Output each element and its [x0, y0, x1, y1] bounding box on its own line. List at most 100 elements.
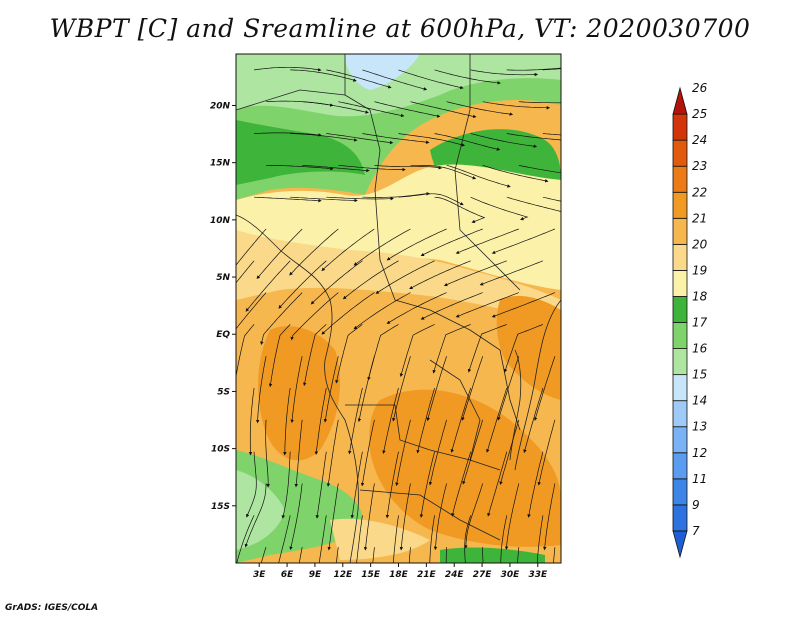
streamline — [451, 451, 472, 517]
colorbar-swatch — [672, 322, 688, 349]
grads-credit: GrADS: IGES/COLA — [5, 603, 99, 613]
streamline — [283, 387, 291, 456]
lat-tick-label: 15N — [210, 159, 231, 169]
streamline — [409, 260, 471, 290]
colorbar-label: 26 — [692, 81, 708, 95]
streamline — [455, 292, 519, 318]
streamline — [497, 356, 520, 421]
streamline — [487, 451, 508, 517]
streamline — [350, 451, 363, 519]
colorbar-label: 25 — [692, 107, 707, 121]
border-6 — [236, 89, 346, 111]
streamline — [246, 451, 257, 518]
colorbar-swatch — [672, 426, 688, 454]
colorbar-label: 22 — [692, 185, 707, 199]
streamline — [426, 356, 447, 422]
colorbar-swatch — [672, 191, 688, 219]
streamline — [420, 228, 483, 257]
lat-tick-label: 5N — [216, 273, 230, 283]
streamline — [517, 547, 520, 563]
lat-tick-label: 5S — [217, 387, 230, 397]
colorbar-label: 23 — [692, 159, 707, 173]
colorbar-max-triangle — [672, 86, 688, 115]
streamline — [374, 164, 443, 170]
lat-tick-label: EQ — [216, 330, 230, 340]
lat-tick-label: 10N — [210, 216, 231, 226]
lon-tick-label: 18E — [389, 570, 409, 580]
streamline — [290, 292, 339, 341]
streamline — [416, 387, 435, 454]
wbpt-shading — [236, 54, 561, 563]
streamline — [310, 260, 363, 305]
streamline — [392, 356, 411, 422]
streamline — [327, 483, 339, 551]
streamline — [281, 451, 291, 519]
streamline — [290, 133, 358, 142]
streamline — [260, 546, 267, 563]
streamline — [323, 356, 339, 423]
streamline — [255, 356, 267, 424]
streamline — [486, 387, 508, 453]
streamline — [290, 69, 357, 82]
lon-tick-label: 3E — [253, 570, 266, 580]
border-3 — [394, 299, 521, 431]
colorbar-swatch — [672, 348, 688, 376]
colorbar-swatch — [672, 504, 688, 532]
streamline — [338, 164, 406, 172]
colorbar-swatch — [672, 270, 688, 297]
streamline — [362, 192, 430, 198]
streamline — [385, 451, 399, 519]
streamline — [410, 164, 477, 180]
streamline — [326, 419, 339, 487]
streamline — [470, 133, 538, 148]
streamline — [338, 101, 405, 118]
colorbar-swatch — [672, 165, 688, 193]
streamline — [482, 101, 551, 110]
colorbar-label: 24 — [692, 133, 707, 147]
streamline — [278, 515, 291, 563]
lon-tick-label: 30E — [501, 570, 521, 580]
colorbar-label: 14 — [692, 394, 707, 408]
streamline — [399, 324, 435, 377]
streamline — [443, 260, 507, 287]
streamline — [420, 292, 483, 320]
streamline — [482, 547, 484, 563]
streamline — [410, 101, 477, 119]
streamline — [527, 451, 544, 518]
lon-tick-label: 33E — [528, 570, 548, 580]
colorbar-swatch — [672, 113, 688, 141]
border-5 — [359, 489, 501, 541]
streamline — [360, 419, 375, 487]
streamline — [335, 324, 363, 384]
colorbar-label: 15 — [692, 368, 707, 382]
lat-tick-label: 10S — [211, 445, 230, 455]
streamline — [506, 67, 561, 71]
streamline — [265, 419, 270, 488]
streamline — [467, 324, 507, 373]
lon-tick-label: 27E — [473, 570, 493, 580]
streamline — [386, 228, 447, 261]
streamline — [500, 515, 508, 563]
streamline — [518, 101, 561, 104]
streamline — [244, 483, 267, 548]
streamline — [289, 483, 303, 551]
colorbar-swatch — [672, 452, 688, 480]
colorbar-swatch — [672, 374, 688, 402]
colorbar-swatch — [672, 478, 688, 506]
streamline — [392, 515, 399, 563]
streamline — [353, 228, 411, 266]
lon-tick-label: 15E — [361, 570, 381, 580]
streamline — [236, 228, 267, 266]
colorbar-swatch — [672, 139, 688, 167]
longitude-axis: 3E 6E 9E 12E 15E 18E 21E 24E 27E 30E 33E — [253, 563, 548, 580]
streamline — [536, 515, 544, 563]
pale-region-south — [330, 518, 430, 560]
streamline — [419, 451, 435, 518]
streamline — [446, 164, 511, 188]
streamline — [446, 101, 514, 116]
colorbar-swatch — [672, 217, 688, 245]
streamline — [268, 324, 291, 388]
colorbar-label: 20 — [692, 237, 708, 251]
streamline — [342, 260, 399, 300]
colorbar-swatch — [672, 296, 688, 323]
